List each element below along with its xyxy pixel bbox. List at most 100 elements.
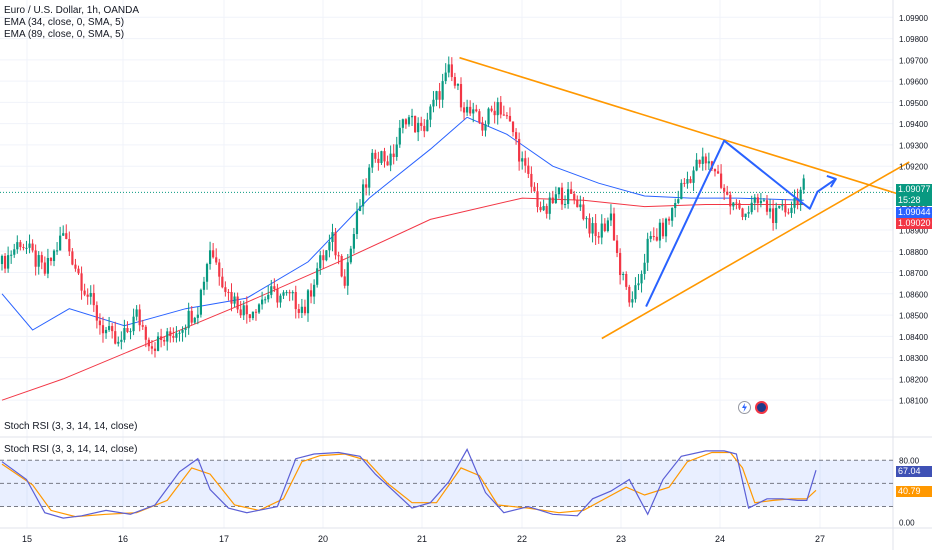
candle-body bbox=[114, 331, 117, 344]
stoch-k-line bbox=[1, 448, 817, 519]
time-tick-label: 15 bbox=[22, 534, 32, 544]
candle-body bbox=[707, 161, 710, 164]
upper-trendline bbox=[459, 56, 919, 201]
candle-body bbox=[346, 262, 349, 286]
stoch-rsi-legend[interactable]: Stoch RSI (3, 3, 14, 14, close) bbox=[4, 444, 138, 455]
candle-body bbox=[319, 255, 322, 269]
candle-body bbox=[37, 255, 40, 267]
price-tick-label: 1.09700 bbox=[899, 56, 928, 65]
candle-body bbox=[254, 311, 258, 313]
time-tick-label: 27 bbox=[815, 534, 825, 544]
candle-body bbox=[723, 187, 726, 192]
candle-body bbox=[527, 165, 530, 174]
candle-body bbox=[508, 115, 512, 122]
candle-body bbox=[536, 191, 539, 208]
candle-body bbox=[612, 213, 616, 241]
candle-body bbox=[772, 208, 775, 224]
candle-body bbox=[233, 296, 236, 304]
candle-body bbox=[129, 331, 132, 333]
price-tick-label: 1.08600 bbox=[899, 290, 928, 299]
candle-body bbox=[530, 173, 533, 187]
time-tick-label: 17 bbox=[219, 534, 229, 544]
ema-fast-legend[interactable]: EMA (34, close, 0, SMA, 5) bbox=[4, 17, 125, 28]
candle-body bbox=[150, 346, 154, 349]
ema-34-line bbox=[1, 116, 804, 331]
candle-body bbox=[787, 212, 790, 214]
candle-body bbox=[609, 213, 613, 221]
symbol-title[interactable]: Euro / U.S. Dollar, 1h, OANDA bbox=[4, 5, 140, 16]
candle-body bbox=[511, 121, 515, 133]
stoch-rsi-pane[interactable]: 80.00 0.00 bbox=[0, 448, 920, 528]
price-tick-label: 1.09600 bbox=[899, 78, 928, 87]
candle-body bbox=[414, 115, 417, 133]
candle-body bbox=[554, 194, 557, 204]
price-tick-label: 1.09900 bbox=[899, 14, 928, 23]
candle-body bbox=[147, 339, 150, 347]
time-tick-label: 22 bbox=[517, 534, 527, 544]
candle-body bbox=[435, 91, 438, 100]
candle-body bbox=[340, 256, 343, 277]
candle-body bbox=[753, 197, 756, 203]
candle-body bbox=[407, 117, 411, 125]
candle-body bbox=[658, 222, 661, 241]
candle-body bbox=[46, 257, 49, 274]
candle-body bbox=[518, 138, 521, 162]
price-tick-label: 1.09400 bbox=[899, 120, 928, 129]
ema-slow-legend[interactable]: EMA (89, close, 0, SMA, 5) bbox=[4, 29, 125, 40]
stoch-tick-label: 0.00 bbox=[899, 519, 915, 528]
candle-body bbox=[759, 200, 762, 204]
time-tick-label: 16 bbox=[118, 534, 128, 544]
candle-body bbox=[671, 208, 674, 221]
candle-body bbox=[239, 309, 242, 316]
candle-body bbox=[49, 257, 53, 262]
candle-body bbox=[279, 295, 282, 303]
candle-body bbox=[548, 197, 551, 214]
candle-body bbox=[95, 305, 98, 321]
candle-body bbox=[101, 325, 105, 334]
candle-body bbox=[169, 331, 172, 336]
candle-body bbox=[248, 314, 251, 319]
candle-body bbox=[738, 203, 741, 209]
candle-body bbox=[132, 316, 135, 332]
candle-body bbox=[215, 257, 218, 263]
candle-body bbox=[765, 200, 769, 212]
candle-body bbox=[77, 268, 80, 274]
candle-body bbox=[481, 122, 484, 131]
candle-body bbox=[68, 238, 71, 252]
candle-body bbox=[521, 158, 524, 162]
candle-body bbox=[450, 64, 453, 78]
candle-body bbox=[429, 106, 432, 120]
candle-body bbox=[634, 285, 637, 300]
candle-body bbox=[276, 288, 279, 303]
time-axis[interactable]: 15 16 17 20 21 22 23 24 27 bbox=[0, 527, 932, 544]
price-tick-label: 1.08200 bbox=[899, 375, 928, 384]
currency-flag-icon[interactable] bbox=[755, 401, 768, 414]
candle-body bbox=[573, 193, 576, 200]
candle-body bbox=[199, 289, 202, 315]
candle-body bbox=[337, 255, 340, 257]
candle-body bbox=[456, 83, 460, 86]
candle-body bbox=[655, 236, 658, 241]
candle-body bbox=[713, 169, 717, 172]
candle-body bbox=[695, 159, 698, 171]
lightning-icon[interactable] bbox=[738, 401, 751, 414]
candle-body bbox=[221, 276, 224, 288]
candle-body bbox=[582, 204, 585, 220]
candle-body bbox=[622, 273, 625, 276]
candle-body bbox=[762, 200, 766, 202]
candle-body bbox=[371, 152, 374, 168]
candle-body bbox=[560, 187, 564, 205]
candle-body bbox=[420, 122, 423, 126]
candle-body bbox=[358, 206, 362, 211]
stoch-rsi-legend-top[interactable]: Stoch RSI (3, 3, 14, 14, close) bbox=[4, 421, 138, 432]
drawing-layer[interactable] bbox=[459, 56, 919, 340]
candle-body bbox=[218, 262, 221, 277]
candle-body bbox=[3, 255, 7, 269]
price-tick-label: 1.08800 bbox=[899, 248, 928, 257]
time-tick-label: 24 bbox=[715, 534, 725, 544]
candle-body bbox=[570, 189, 573, 194]
candle-body bbox=[264, 299, 267, 301]
candle-body bbox=[637, 283, 640, 286]
price-tick-label: 1.08300 bbox=[899, 354, 928, 363]
